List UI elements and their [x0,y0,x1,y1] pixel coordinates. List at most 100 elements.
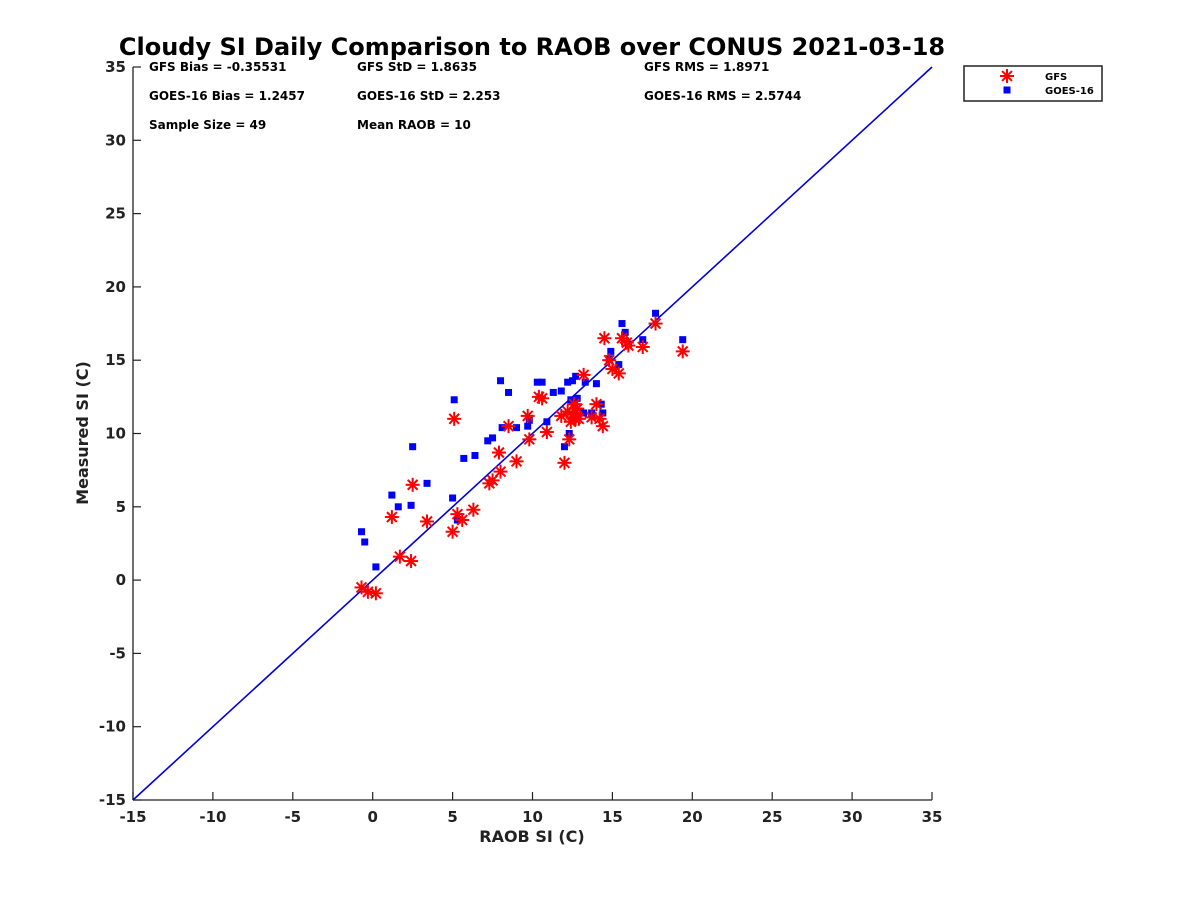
data-points [354,309,690,601]
point-goes-16 [372,563,380,571]
x-tick-label: 25 [762,808,783,826]
point-gfs [571,411,586,426]
point-gfs [621,338,636,353]
point-goes-16 [489,434,497,442]
point-gfs [493,464,508,479]
point-gfs [562,432,577,447]
point-goes-16 [361,538,369,546]
stats-block: GFS Bias = -0.35531 GFS StD = 1.8635 GFS R… [149,60,801,132]
legend-marker-goes-16 [1003,86,1011,94]
point-gfs [576,367,591,382]
x-tick-label: 15 [602,808,623,826]
y-tick-label: 20 [105,278,126,296]
point-goes-16 [394,503,402,511]
point-gfs [520,408,535,423]
x-tick-label: -5 [284,808,301,826]
point-gfs [570,401,585,416]
y-tick-label: 5 [116,498,126,516]
legend-marker-gfs [1000,69,1014,83]
y-tick-label: 25 [105,205,126,223]
point-gfs [405,477,420,492]
point-goes-16 [615,361,623,369]
point-gfs [404,554,419,569]
point-goes-16 [652,309,660,317]
point-goes-16 [543,418,551,426]
y-tick-label: 30 [105,131,126,149]
series-gfs [354,316,690,601]
stat-text: GFS StD = 1.8635 [357,60,477,74]
point-goes-16 [388,491,396,499]
point-gfs [675,344,690,359]
point-goes-16 [497,377,505,385]
stat-text: Sample Size = 49 [149,118,266,132]
point-goes-16 [564,378,572,386]
point-goes-16 [471,451,479,459]
point-gfs [648,316,663,331]
point-goes-16 [679,336,687,344]
point-goes-16 [580,409,588,417]
point-gfs [420,514,435,529]
x-tick-label: 30 [842,808,863,826]
point-goes-16 [409,443,417,451]
series-goes-16 [358,309,687,571]
point-gfs [539,425,554,440]
point-goes-16 [557,387,565,395]
point-gfs [447,411,462,426]
plot-axes: -15 -10 -5 0 5 10 15 20 25 30 35 -15 -10 -5 0 5 10 15 20 25… [99,58,943,826]
x-tick-label: 0 [367,808,377,826]
stat-text: GOES-16 RMS = 2.5744 [644,89,801,103]
point-gfs [589,397,604,412]
stat-text: GOES-16 Bias = 1.2457 [149,89,305,103]
point-gfs [535,391,550,406]
point-goes-16 [449,494,457,502]
point-goes-16 [513,424,521,432]
point-goes-16 [538,378,546,386]
y-tick-label: 10 [105,425,126,443]
point-goes-16 [607,347,615,355]
point-goes-16 [498,424,506,432]
point-goes-16 [525,416,533,424]
y-tick-label: 35 [105,58,126,76]
point-goes-16 [533,378,541,386]
point-gfs [557,455,572,470]
x-axis-label: RAOB SI (C) [479,827,584,846]
point-goes-16 [572,372,580,380]
reference-line [132,66,933,801]
point-gfs [611,366,626,381]
point-goes-16 [568,377,576,385]
point-gfs [368,586,383,601]
y-tick-label: -15 [99,791,126,809]
x-tick-label: 5 [447,808,457,826]
point-goes-16 [618,320,626,328]
point-goes-16 [423,479,431,487]
y-tick-label: 15 [105,351,126,369]
point-gfs [501,419,516,434]
point-gfs [485,473,500,488]
point-gfs [455,512,470,527]
x-tick-label: 10 [522,808,543,826]
point-gfs [466,502,481,517]
x-tick-label: -15 [119,808,146,826]
stat-text: GOES-16 StD = 2.253 [357,89,500,103]
point-goes-16 [581,378,589,386]
point-gfs [392,549,407,564]
point-goes-16 [407,501,415,509]
point-goes-16 [599,409,607,417]
point-goes-16 [549,388,557,396]
y-tick-label: -10 [99,718,126,736]
point-goes-16 [450,396,458,404]
point-gfs [509,454,524,469]
point-goes-16 [524,422,532,430]
point-goes-16 [505,388,513,396]
y-tick-label: 0 [116,571,126,589]
point-goes-16 [573,394,581,402]
stat-text: GFS RMS = 1.8971 [644,60,769,74]
point-goes-16 [358,528,366,536]
point-goes-16 [560,443,568,451]
identity-line [132,66,933,801]
x-tick-label: -10 [199,808,226,826]
legend-label: GFS [1045,72,1067,83]
x-tick-label: 20 [682,808,703,826]
point-goes-16 [460,454,468,462]
